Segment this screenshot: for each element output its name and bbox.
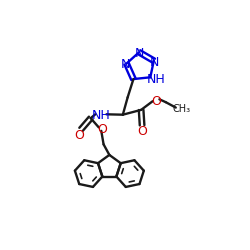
Text: NH: NH	[92, 109, 110, 122]
Text: O: O	[152, 95, 162, 108]
Text: N: N	[150, 56, 159, 68]
Text: CH₃: CH₃	[172, 104, 190, 114]
Text: O: O	[98, 123, 108, 136]
Text: NH: NH	[147, 73, 166, 86]
Text: O: O	[137, 125, 147, 138]
Text: O: O	[74, 128, 85, 141]
Text: N: N	[121, 58, 130, 70]
Text: N: N	[135, 47, 144, 60]
